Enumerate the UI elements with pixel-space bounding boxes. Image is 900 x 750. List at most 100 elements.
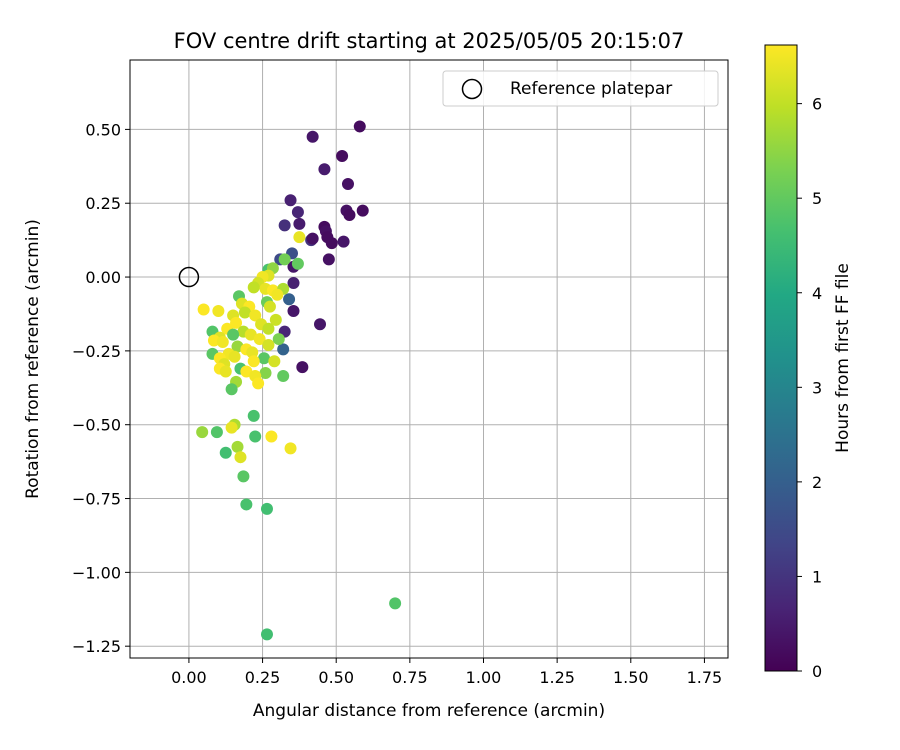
data-point xyxy=(322,253,335,266)
data-point xyxy=(252,377,265,390)
data-point xyxy=(237,470,250,483)
data-point xyxy=(341,178,354,191)
data-point xyxy=(263,300,276,313)
x-tick-label: 1.75 xyxy=(687,668,723,687)
data-point xyxy=(284,442,297,455)
colorbar-tick-label: 6 xyxy=(812,95,822,114)
legend-box xyxy=(442,70,719,107)
data-point xyxy=(265,430,278,443)
plot-frame xyxy=(129,59,729,659)
data-point xyxy=(212,305,225,318)
y-tick-label: −1.25 xyxy=(72,637,121,656)
data-point xyxy=(219,365,232,378)
x-axis-ticks: 0.00 0.25 0.50 0.75 1.00 1.25 1.50 1.75 xyxy=(171,658,722,687)
data-point xyxy=(278,253,291,266)
reference-platepar-marker xyxy=(178,266,200,288)
data-point xyxy=(246,346,259,359)
data-point xyxy=(230,316,243,329)
data-point xyxy=(293,217,306,230)
data-point xyxy=(277,343,290,356)
data-point xyxy=(277,369,290,382)
data-point xyxy=(272,333,285,346)
data-point xyxy=(306,130,319,143)
x-axis-label: Angular distance from reference (arcmin) xyxy=(253,701,605,721)
colorbar-tick-label: 2 xyxy=(812,473,822,492)
legend: Reference platepar xyxy=(442,70,719,107)
data-point xyxy=(247,281,260,294)
x-tick-label: 0.75 xyxy=(392,668,428,687)
colorbar-tick-label: 1 xyxy=(812,567,822,586)
data-point xyxy=(343,209,356,222)
x-tick-label: 1.00 xyxy=(466,668,502,687)
data-point xyxy=(291,257,304,270)
data-point xyxy=(356,204,369,217)
data-point xyxy=(389,597,402,610)
y-tick-label: 0.25 xyxy=(85,194,121,213)
colorbar-ticks: 0 1 2 3 4 5 6 xyxy=(797,95,822,681)
data-point xyxy=(253,333,266,346)
y-tick-label: 0.00 xyxy=(85,268,121,287)
data-point xyxy=(228,350,241,363)
data-point xyxy=(249,309,262,322)
x-tick-label: 0.00 xyxy=(171,668,207,687)
y-tick-label: −0.25 xyxy=(72,342,121,361)
data-point xyxy=(225,383,238,396)
data-point xyxy=(249,430,262,443)
x-tick-label: 0.50 xyxy=(318,668,354,687)
y-axis-ticks: 0.50 0.25 0.00 −0.25 −0.50 −0.75 −1.00 −1.25 xyxy=(72,120,130,656)
data-point xyxy=(291,206,304,219)
data-point xyxy=(234,451,247,464)
colorbar: 0 1 2 3 4 5 6 Hours from first FF file xyxy=(764,44,853,681)
x-tick-label: 0.25 xyxy=(245,668,281,687)
y-tick-label: −1.00 xyxy=(72,563,121,582)
data-point xyxy=(287,305,300,318)
chart-title: FOV centre drift starting at 2025/05/05 … xyxy=(174,29,685,53)
legend-reference-marker xyxy=(461,78,483,100)
colorbar-tick-label: 0 xyxy=(812,662,822,681)
data-point xyxy=(240,498,253,511)
data-point xyxy=(247,409,260,422)
data-point xyxy=(318,163,331,176)
y-tick-label: −0.50 xyxy=(72,416,121,435)
data-point xyxy=(216,336,229,349)
data-point xyxy=(259,367,272,380)
y-tick-label: −0.75 xyxy=(72,490,121,509)
data-point xyxy=(336,149,349,162)
data-point xyxy=(210,426,223,439)
data-point xyxy=(278,219,291,232)
data-point xyxy=(225,421,238,434)
reference-marker-group xyxy=(178,266,200,288)
data-points xyxy=(196,120,402,641)
data-point xyxy=(337,235,350,248)
data-point xyxy=(325,237,338,250)
data-point xyxy=(353,120,366,133)
data-point xyxy=(260,502,273,515)
legend-label: Reference platepar xyxy=(510,79,672,99)
colorbar-tick-label: 3 xyxy=(812,378,822,397)
y-axis-label: Rotation from reference (arcmin) xyxy=(23,219,43,499)
data-point xyxy=(262,322,275,335)
y-tick-label: 0.50 xyxy=(85,120,121,139)
colorbar-tick-label: 5 xyxy=(812,189,822,208)
data-point xyxy=(244,328,257,341)
x-tick-label: 1.50 xyxy=(613,668,649,687)
data-point xyxy=(296,361,309,374)
colorbar-label: Hours from first FF file xyxy=(833,263,853,453)
data-point xyxy=(287,276,300,289)
data-point xyxy=(238,306,251,319)
data-point xyxy=(293,231,306,244)
data-point xyxy=(262,338,275,351)
data-point xyxy=(240,365,253,378)
data-point xyxy=(269,313,282,326)
colorbar-gradient xyxy=(764,44,798,672)
data-point xyxy=(271,288,284,301)
data-point xyxy=(260,628,273,641)
data-point xyxy=(197,303,210,316)
data-point xyxy=(283,293,296,306)
data-point xyxy=(306,232,319,245)
data-point xyxy=(207,334,220,347)
data-point xyxy=(196,426,209,439)
data-point xyxy=(258,352,271,365)
x-tick-label: 1.25 xyxy=(539,668,575,687)
